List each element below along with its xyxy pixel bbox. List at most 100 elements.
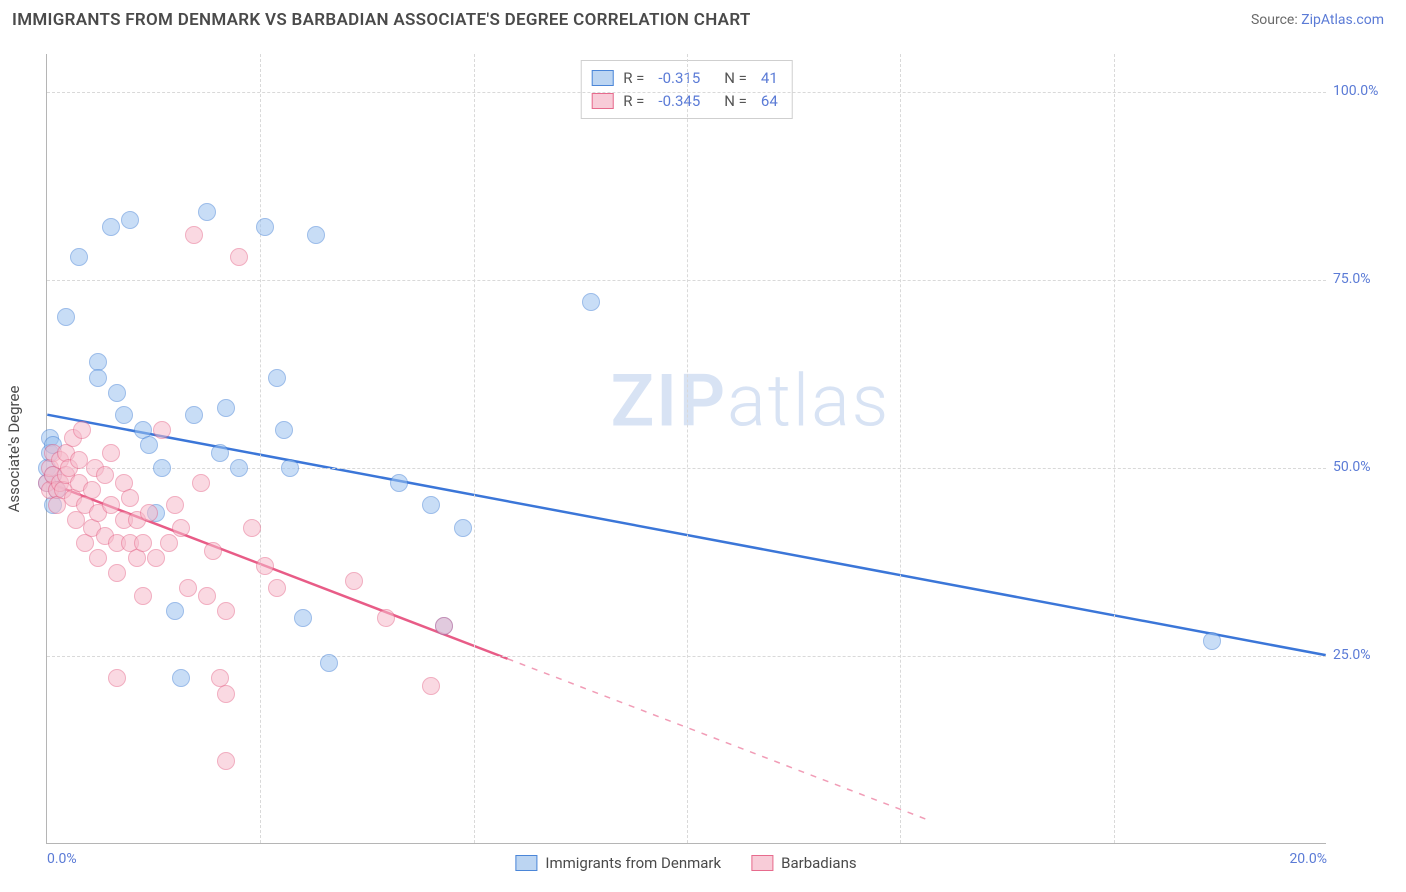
data-point xyxy=(454,519,472,537)
data-point xyxy=(115,406,133,424)
data-point xyxy=(281,459,299,477)
data-point xyxy=(217,752,235,770)
data-point xyxy=(172,519,190,537)
legend-label: Immigrants from Denmark xyxy=(545,854,721,872)
data-point xyxy=(108,669,126,687)
data-point xyxy=(320,654,338,672)
data-point xyxy=(57,308,75,326)
data-point xyxy=(108,384,126,402)
gridline-x xyxy=(474,54,475,843)
legend-stat-row: R = -0.315 N = 41 xyxy=(591,67,778,90)
y-tick-label: 25.0% xyxy=(1333,647,1388,663)
data-point xyxy=(83,481,101,499)
data-point xyxy=(198,587,216,605)
gridline-x xyxy=(260,54,261,843)
data-point xyxy=(217,399,235,417)
data-point xyxy=(166,496,184,514)
x-tick-label: 0.0% xyxy=(47,851,77,867)
data-point xyxy=(121,211,139,229)
data-point xyxy=(102,496,120,514)
data-point xyxy=(217,602,235,620)
data-point xyxy=(102,218,120,236)
data-point xyxy=(1203,632,1221,650)
data-point xyxy=(198,203,216,221)
data-point xyxy=(140,436,158,454)
data-point xyxy=(294,609,312,627)
chart-source: Source: ZipAtlas.com xyxy=(1251,12,1384,28)
data-point xyxy=(172,669,190,687)
stat-r-value: -0.345 xyxy=(658,90,700,113)
legend-swatch xyxy=(591,93,613,109)
data-point xyxy=(160,534,178,552)
stat-n-value: 64 xyxy=(761,90,778,113)
gridline-x xyxy=(687,54,688,843)
data-point xyxy=(134,534,152,552)
data-point xyxy=(390,474,408,492)
x-tick-label: 20.0% xyxy=(1289,851,1327,867)
legend-item: Immigrants from Denmark xyxy=(515,854,721,872)
y-tick-label: 100.0% xyxy=(1333,83,1388,99)
watermark: ZIPatlas xyxy=(611,359,891,444)
data-point xyxy=(134,587,152,605)
data-point xyxy=(211,444,229,462)
stat-r-value: -0.315 xyxy=(658,67,700,90)
data-point xyxy=(377,609,395,627)
legend-series: Immigrants from Denmark Barbadians xyxy=(515,854,856,872)
source-label: Source: xyxy=(1251,12,1298,28)
stat-n-label: N = xyxy=(724,67,747,90)
data-point xyxy=(185,406,203,424)
data-point xyxy=(268,369,286,387)
chart-header: IMMIGRANTS FROM DENMARK VS BARBADIAN ASS… xyxy=(0,0,1406,36)
data-point xyxy=(230,459,248,477)
data-point xyxy=(140,504,158,522)
data-point xyxy=(256,218,274,236)
data-point xyxy=(243,519,261,537)
legend-stat-row: R = -0.345 N = 64 xyxy=(591,90,778,113)
source-link[interactable]: ZipAtlas.com xyxy=(1301,12,1384,28)
gridline-x xyxy=(900,54,901,843)
data-point xyxy=(422,677,440,695)
data-point xyxy=(275,421,293,439)
data-point xyxy=(230,248,248,266)
y-tick-label: 50.0% xyxy=(1333,459,1388,475)
data-point xyxy=(153,459,171,477)
data-point xyxy=(422,496,440,514)
data-point xyxy=(96,466,114,484)
data-point xyxy=(256,557,274,575)
data-point xyxy=(147,549,165,567)
legend-item: Barbadians xyxy=(751,854,856,872)
legend-swatch xyxy=(591,70,613,86)
data-point xyxy=(345,572,363,590)
stat-n-label: N = xyxy=(724,90,747,113)
data-point xyxy=(153,421,171,439)
data-point xyxy=(217,685,235,703)
data-point xyxy=(204,542,222,560)
data-point xyxy=(166,602,184,620)
data-point xyxy=(102,444,120,462)
y-axis-title: Associate's Degree xyxy=(5,386,23,513)
plot-region: ZIPatlas R =-0.315N =41R =-0.345N =64 25… xyxy=(46,54,1326,844)
data-point xyxy=(108,564,126,582)
data-point xyxy=(268,579,286,597)
data-point xyxy=(192,474,210,492)
legend-label: Barbadians xyxy=(781,854,856,872)
y-tick-label: 75.0% xyxy=(1333,271,1388,287)
gridline-x xyxy=(1114,54,1115,843)
legend-swatch xyxy=(751,855,773,871)
data-point xyxy=(121,489,139,507)
data-point xyxy=(582,293,600,311)
data-point xyxy=(89,369,107,387)
chart-area: ZIPatlas R =-0.315N =41R =-0.345N =64 25… xyxy=(46,54,1326,844)
data-point xyxy=(435,617,453,635)
data-point xyxy=(70,248,88,266)
data-point xyxy=(185,226,203,244)
stat-n-value: 41 xyxy=(761,67,778,90)
data-point xyxy=(89,549,107,567)
trend-line xyxy=(508,659,930,821)
stat-r-label: R = xyxy=(623,67,644,90)
stat-r-label: R = xyxy=(623,90,644,113)
data-point xyxy=(73,421,91,439)
data-point xyxy=(307,226,325,244)
chart-title: IMMIGRANTS FROM DENMARK VS BARBADIAN ASS… xyxy=(12,10,751,30)
legend-swatch xyxy=(515,855,537,871)
